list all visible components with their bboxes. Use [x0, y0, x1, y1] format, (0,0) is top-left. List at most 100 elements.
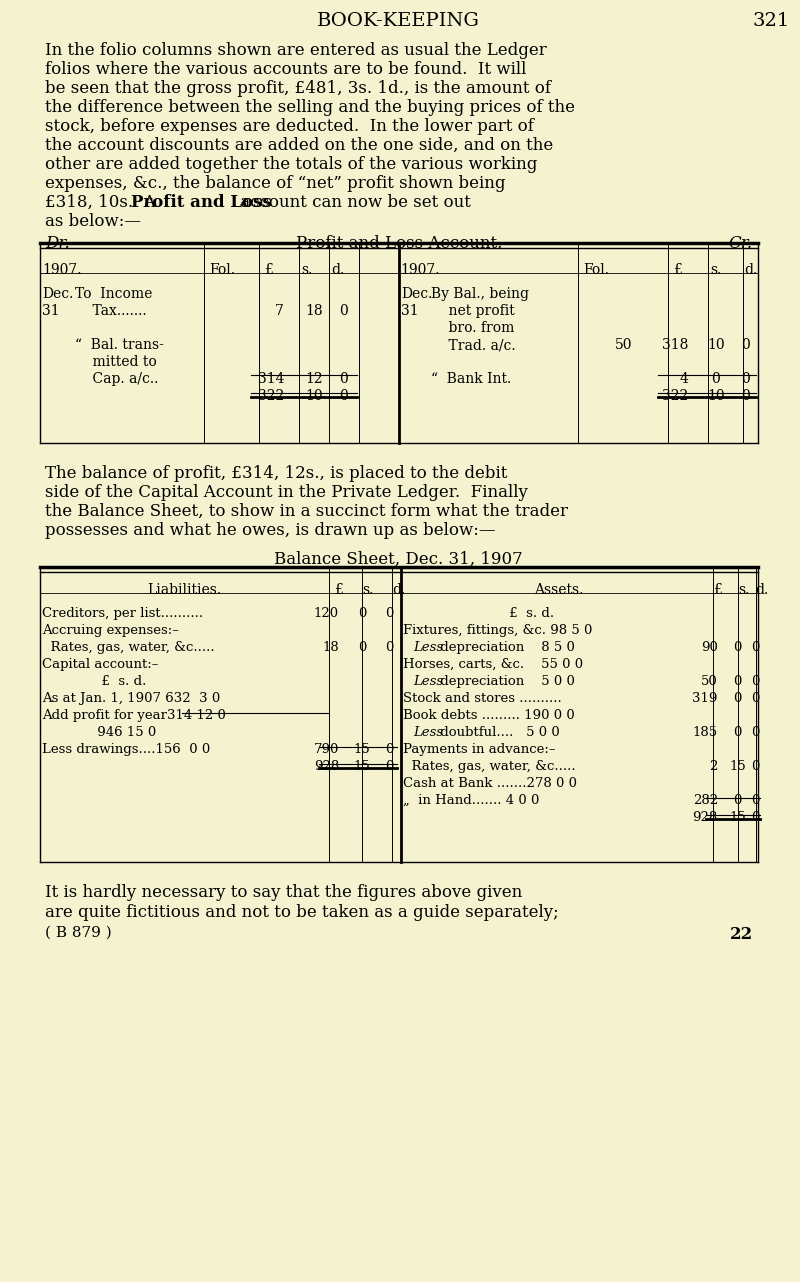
Text: s.: s. — [710, 263, 722, 277]
Text: Trad. a/c.: Trad. a/c. — [430, 338, 515, 353]
Text: possesses and what he owes, is drawn up as below:—: possesses and what he owes, is drawn up … — [45, 522, 495, 538]
Text: Profit and Loss Account.: Profit and Loss Account. — [296, 235, 502, 253]
Text: 318: 318 — [662, 338, 688, 353]
Text: „  in Hand....... 4 0 0: „ in Hand....... 4 0 0 — [403, 794, 539, 806]
Text: Cap. a/c..: Cap. a/c.. — [74, 372, 158, 386]
Text: Assets.: Assets. — [534, 583, 583, 597]
Text: The balance of profit, £314, 12s., is placed to the debit: The balance of profit, £314, 12s., is pl… — [45, 465, 507, 482]
Text: Fixtures, fittings, &c. 98 5 0: Fixtures, fittings, &c. 98 5 0 — [403, 624, 592, 637]
Text: 0: 0 — [751, 676, 760, 688]
Text: d.: d. — [392, 583, 405, 597]
Text: Creditors, per list..........: Creditors, per list.......... — [42, 606, 203, 620]
Text: 15: 15 — [730, 812, 746, 824]
Text: Stock and stores ..........: Stock and stores .......... — [403, 692, 562, 705]
Text: 15: 15 — [354, 744, 370, 756]
Text: 0: 0 — [751, 726, 760, 738]
Text: net profit: net profit — [430, 304, 514, 318]
Text: Liabilities.: Liabilities. — [147, 583, 222, 597]
Text: Book debts ......... 190 0 0: Book debts ......... 190 0 0 — [403, 709, 574, 722]
Text: To  Income: To Income — [74, 287, 152, 301]
Text: Profit and Loss: Profit and Loss — [130, 194, 271, 212]
Text: 10: 10 — [707, 338, 725, 353]
Text: 1907.: 1907. — [401, 263, 440, 277]
Text: 322: 322 — [258, 388, 284, 403]
Text: 0: 0 — [751, 812, 760, 824]
Text: 18: 18 — [322, 641, 339, 654]
Text: 0: 0 — [340, 372, 348, 386]
Text: are quite fictitious and not to be taken as a guide separately;: are quite fictitious and not to be taken… — [45, 904, 558, 920]
Text: 928: 928 — [693, 812, 718, 824]
Text: 0: 0 — [358, 606, 366, 620]
Text: 928: 928 — [314, 760, 339, 773]
Text: “  Bal. trans-: “ Bal. trans- — [74, 338, 164, 353]
Text: Tax.......: Tax....... — [74, 304, 146, 318]
Text: Horses, carts, &c.    55 0 0: Horses, carts, &c. 55 0 0 — [403, 658, 583, 670]
Text: Dr.: Dr. — [45, 235, 70, 253]
Text: 0: 0 — [742, 338, 750, 353]
Text: expenses, &c., the balance of “net” profit shown being: expenses, &c., the balance of “net” prof… — [45, 176, 506, 192]
Text: In the folio columns shown are entered as usual the Ledger: In the folio columns shown are entered a… — [45, 42, 546, 59]
Text: Dec.: Dec. — [42, 287, 74, 301]
Text: Fol.: Fol. — [210, 263, 235, 277]
Text: 22: 22 — [730, 926, 753, 944]
Text: 322: 322 — [662, 388, 688, 403]
Text: BOOK-KEEPING: BOOK-KEEPING — [318, 12, 480, 29]
Text: the difference between the selling and the buying prices of the: the difference between the selling and t… — [45, 99, 575, 115]
Text: account can now be set out: account can now be set out — [235, 194, 471, 212]
Text: Less: Less — [414, 726, 443, 738]
Text: 319: 319 — [693, 692, 718, 705]
Text: 0: 0 — [751, 641, 760, 654]
Text: the Balance Sheet, to show in a succinct form what the trader: the Balance Sheet, to show in a succinct… — [45, 503, 568, 520]
Text: It is hardly necessary to say that the figures above given: It is hardly necessary to say that the f… — [45, 885, 522, 901]
Text: 31: 31 — [401, 304, 418, 318]
Text: £318, 10s.  A: £318, 10s. A — [45, 194, 161, 212]
Text: Rates, gas, water, &c.....: Rates, gas, water, &c..... — [42, 641, 214, 654]
Text: the account discounts are added on the one side, and on the: the account discounts are added on the o… — [45, 137, 553, 154]
Text: 0: 0 — [751, 794, 760, 806]
Text: 1907.: 1907. — [42, 263, 82, 277]
Text: 790: 790 — [314, 744, 339, 756]
Text: 10: 10 — [707, 388, 725, 403]
Text: 50: 50 — [701, 676, 718, 688]
Text: bro. from: bro. from — [430, 320, 514, 335]
Text: s.: s. — [738, 583, 749, 597]
Text: be seen that the gross profit, £481, 3s. 1d., is the amount of: be seen that the gross profit, £481, 3s.… — [45, 79, 551, 97]
Text: 15: 15 — [354, 760, 370, 773]
Text: 0: 0 — [711, 372, 720, 386]
Text: Less drawings....156  0 0: Less drawings....156 0 0 — [42, 744, 210, 756]
Text: 0: 0 — [385, 760, 393, 773]
Text: 120: 120 — [314, 606, 339, 620]
Text: mitted to: mitted to — [74, 355, 157, 369]
Text: s.: s. — [362, 583, 374, 597]
Text: 0: 0 — [340, 304, 348, 318]
Text: “  Bank Int.: “ Bank Int. — [430, 372, 511, 386]
Text: as below:—: as below:— — [45, 213, 141, 229]
Text: £: £ — [714, 583, 722, 597]
Text: 2: 2 — [710, 760, 718, 773]
Text: 50: 50 — [614, 338, 632, 353]
Text: £: £ — [264, 263, 273, 277]
Text: 314: 314 — [258, 372, 284, 386]
Text: Cr.: Cr. — [729, 235, 753, 253]
Text: doubtful....   5 0 0: doubtful.... 5 0 0 — [436, 726, 560, 738]
Text: 31: 31 — [42, 304, 59, 318]
Text: 0: 0 — [734, 641, 742, 654]
Text: 0: 0 — [734, 794, 742, 806]
Text: 10: 10 — [306, 388, 323, 403]
Text: By Bal., being: By Bal., being — [430, 287, 529, 301]
Text: £: £ — [334, 583, 343, 597]
Text: 0: 0 — [734, 676, 742, 688]
Text: £: £ — [673, 263, 682, 277]
Text: s.: s. — [301, 263, 313, 277]
Text: 18: 18 — [306, 304, 323, 318]
Text: 0: 0 — [734, 692, 742, 705]
Text: Add profit for year314 12 0: Add profit for year314 12 0 — [42, 709, 226, 722]
Text: 0: 0 — [385, 606, 393, 620]
Text: £  s. d.: £ s. d. — [403, 606, 554, 620]
Text: 0: 0 — [734, 726, 742, 738]
Text: 0: 0 — [385, 744, 393, 756]
Text: Dec.: Dec. — [401, 287, 432, 301]
Text: 12: 12 — [306, 372, 323, 386]
Text: 7: 7 — [275, 304, 284, 318]
Text: Capital account:–: Capital account:– — [42, 658, 158, 670]
